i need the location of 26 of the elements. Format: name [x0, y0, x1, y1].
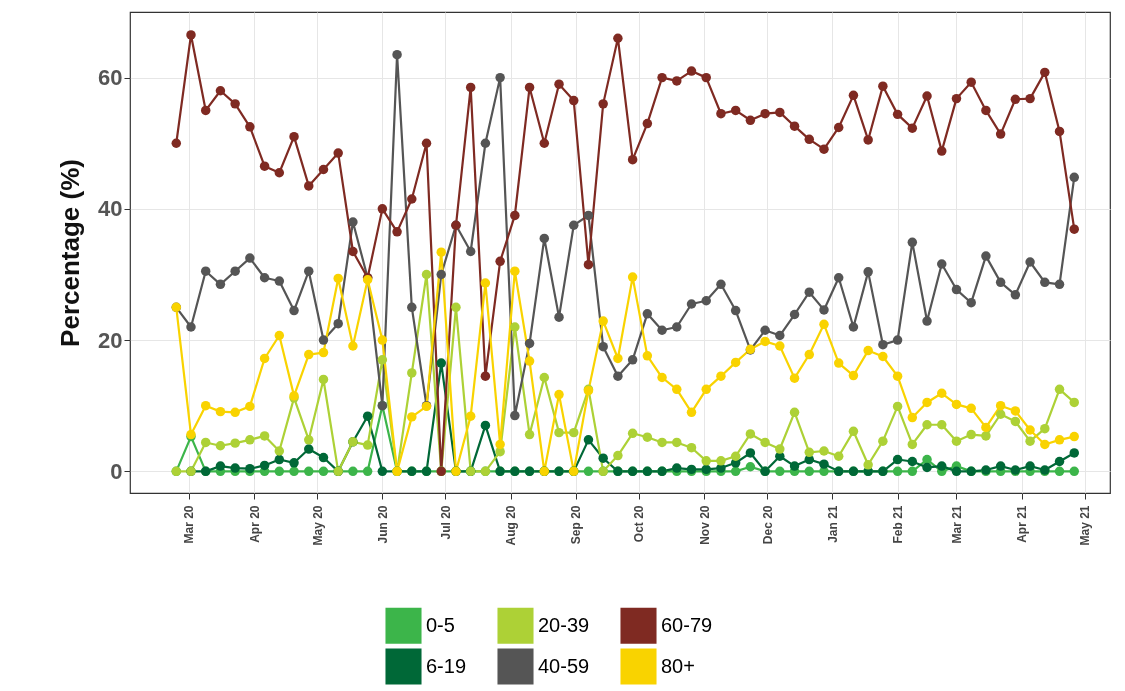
legend-label: 20-39 [538, 613, 590, 636]
x-tick-label: Feb 21 [891, 505, 906, 544]
x-tick-label: Aug 20 [504, 505, 519, 546]
legend-label: 40-59 [538, 654, 590, 677]
y-tick-label: 40 [98, 196, 123, 222]
x-tick-label: Nov 20 [697, 505, 712, 545]
x-tick-label: Mar 20 [182, 505, 197, 544]
y-tick-label: 60 [98, 65, 123, 91]
legend-label: 60-79 [661, 613, 713, 636]
x-tick-label: Mar 21 [949, 505, 964, 544]
y-tick-label: 0 [110, 458, 123, 484]
x-tick-label: Jul 20 [438, 505, 453, 540]
legend-label: 0-5 [426, 613, 455, 636]
x-tick-label: Oct 20 [632, 505, 647, 543]
x-tick-label: Sep 20 [569, 505, 584, 545]
legend-label: 80+ [661, 654, 695, 677]
x-tick-label: Apr 21 [1015, 505, 1030, 543]
x-tick-label: May 21 [1078, 505, 1093, 546]
y-axis-title: Percentage (%) [55, 159, 86, 347]
x-tick-label: Dec 20 [760, 505, 775, 545]
x-tick-label: Jan 21 [825, 505, 840, 543]
x-tick-label: May 20 [310, 505, 325, 546]
legend-label: 6-19 [426, 654, 467, 677]
x-tick-label: Jun 20 [375, 505, 390, 544]
y-tick-label: 20 [98, 327, 123, 353]
x-tick-label: Apr 20 [247, 505, 262, 543]
